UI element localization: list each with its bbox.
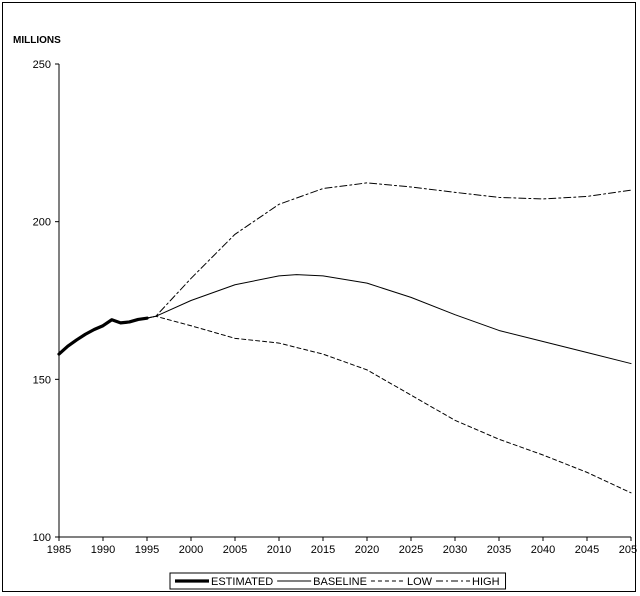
x-tick-label: 1995: [135, 544, 159, 556]
x-tick-label: 2045: [575, 544, 599, 556]
legend: ESTIMATED BASELINE LOW HIGH: [169, 572, 507, 590]
y-tick-label: 100: [33, 532, 51, 544]
series-line-low: [146, 315, 632, 494]
series-lines: [57, 182, 632, 494]
legend-box: [169, 572, 507, 590]
unit-label: MILLIONS: [13, 35, 61, 46]
y-tick-label: 150: [33, 374, 51, 386]
series-line-baseline: [146, 274, 632, 365]
series-line-estimated: [57, 316, 149, 356]
x-tick-label: 1985: [47, 544, 71, 556]
x-tick-label: 2040: [531, 544, 555, 556]
x-tick-label: 2010: [267, 544, 291, 556]
x-tick-label: 2050: [619, 544, 637, 556]
legend-label-high: HIGH: [472, 576, 500, 588]
axes: [55, 63, 632, 541]
line-chart: MILLIONS 100 150 200 250 1985 1990 1995 2000 200…: [13, 35, 637, 590]
x-tick-label: 2005: [223, 544, 247, 556]
x-tick-label: 2000: [179, 544, 203, 556]
x-tick-label: 2025: [399, 544, 423, 556]
y-tick-label: 250: [33, 59, 51, 71]
x-tick-label: 2030: [443, 544, 467, 556]
x-tick-label: 2020: [355, 544, 379, 556]
legend-label-baseline: BASELINE: [313, 576, 367, 588]
x-tick-label: 2015: [311, 544, 335, 556]
legend-label-estimated: ESTIMATED: [211, 576, 273, 588]
legend-label-low: LOW: [407, 576, 433, 588]
x-tick-label: 1990: [91, 544, 115, 556]
y-tick-label: 200: [33, 217, 51, 229]
tick-labels: 100 150 200 250 1985 1990 1995 2000 2005 2010 2015…: [33, 59, 637, 556]
series-line-high: [146, 182, 632, 319]
x-tick-label: 2035: [487, 544, 511, 556]
